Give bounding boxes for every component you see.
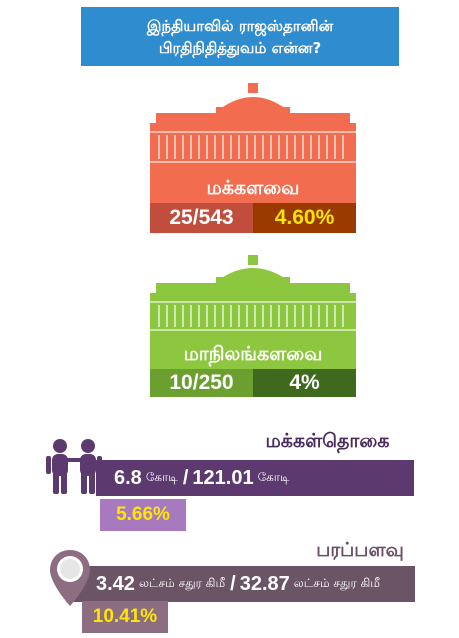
- parliament-building-icon: [150, 255, 356, 341]
- building-column: [270, 135, 272, 159]
- building-column: [334, 135, 336, 159]
- building-column: [238, 135, 240, 159]
- page-title: இந்தியாவில் ராஜஸ்தானின் பிரதிநிதித்துவம்…: [81, 7, 399, 66]
- lok-sabha-label: மக்களவை: [150, 175, 356, 203]
- title-line-2: பிரதிநிதித்துவம் என்ன?: [158, 38, 322, 57]
- rajya-sabha-percent: 4%: [253, 369, 356, 397]
- building-column: [286, 305, 288, 327]
- building-column: [318, 305, 320, 327]
- building-column: [166, 305, 168, 327]
- building-column: [158, 135, 160, 159]
- area-slash: /: [230, 572, 236, 595]
- building-column: [262, 305, 264, 327]
- building-column: [222, 135, 224, 159]
- building-column: [318, 135, 320, 159]
- area-state-unit: லட்சம் சதுர கிமீ: [138, 576, 226, 590]
- population-india-unit: கோடி: [257, 470, 290, 484]
- rajya-sabha-block: மாநிலங்களவை 10/250 4%: [150, 255, 356, 397]
- building-column: [206, 135, 208, 159]
- rajya-sabha-label: மாநிலங்களவை: [150, 341, 356, 369]
- lok-sabha-block: மக்களவை 25/543 4.60%: [150, 83, 356, 233]
- building-column: [198, 135, 200, 159]
- population-bar: 6.8 கோடி / 121.01 கோடி: [96, 460, 414, 496]
- area-bar: 3.42 லட்சம் சதுர கிமீ / 32.87 லட்சம் சது…: [70, 566, 415, 602]
- area-india-value: 32.87: [239, 572, 290, 595]
- people-icon: [46, 439, 102, 494]
- building-column: [262, 135, 264, 159]
- rajya-sabha-seats: 10/250: [150, 369, 253, 397]
- area-heading: பரப்பளவு: [316, 539, 404, 561]
- title-line-1: இந்தியாவில் ராஜஸ்தானின்: [146, 16, 334, 35]
- population-slash: /: [182, 466, 189, 489]
- building-column: [278, 305, 280, 327]
- building-column: [254, 305, 256, 327]
- building-column: [302, 305, 304, 327]
- building-column: [214, 135, 216, 159]
- population-heading: மக்கள்தொகை: [265, 430, 390, 452]
- building-column: [158, 305, 160, 327]
- building-column: [326, 305, 328, 327]
- building-column: [230, 135, 232, 159]
- area-state-value: 3.42: [96, 572, 135, 595]
- lok-sabha-seats: 25/543: [150, 203, 253, 233]
- building-column: [246, 305, 248, 327]
- population-percent: 5.66%: [100, 499, 186, 531]
- building-column: [238, 305, 240, 327]
- building-column: [174, 305, 176, 327]
- map-pin-icon: [50, 550, 90, 606]
- building-column: [342, 135, 344, 159]
- building-column: [222, 305, 224, 327]
- building-column: [294, 305, 296, 327]
- area-percent: 10.41%: [82, 601, 168, 633]
- building-column: [246, 135, 248, 159]
- building-column: [334, 305, 336, 327]
- population-state-unit: கோடி: [145, 470, 178, 484]
- building-column: [174, 135, 176, 159]
- building-column: [326, 135, 328, 159]
- building-column: [166, 135, 168, 159]
- building-column: [302, 135, 304, 159]
- building-column: [190, 135, 192, 159]
- parliament-building-icon: [150, 83, 356, 175]
- building-column: [342, 305, 344, 327]
- building-column: [310, 135, 312, 159]
- building-column: [310, 305, 312, 327]
- lok-sabha-percent: 4.60%: [253, 203, 356, 233]
- population-state-value: 6.8: [114, 466, 142, 489]
- building-column: [198, 305, 200, 327]
- area-india-unit: லட்சம் சதுர கிமீ: [293, 576, 380, 590]
- building-column: [214, 305, 216, 327]
- building-column: [182, 135, 184, 159]
- building-column: [270, 305, 272, 327]
- building-column: [286, 135, 288, 159]
- building-column: [182, 305, 184, 327]
- building-column: [294, 135, 296, 159]
- building-column: [190, 305, 192, 327]
- population-india-value: 121.01: [192, 466, 254, 489]
- building-column: [278, 135, 280, 159]
- building-column: [254, 135, 256, 159]
- building-column: [230, 305, 232, 327]
- building-column: [206, 305, 208, 327]
